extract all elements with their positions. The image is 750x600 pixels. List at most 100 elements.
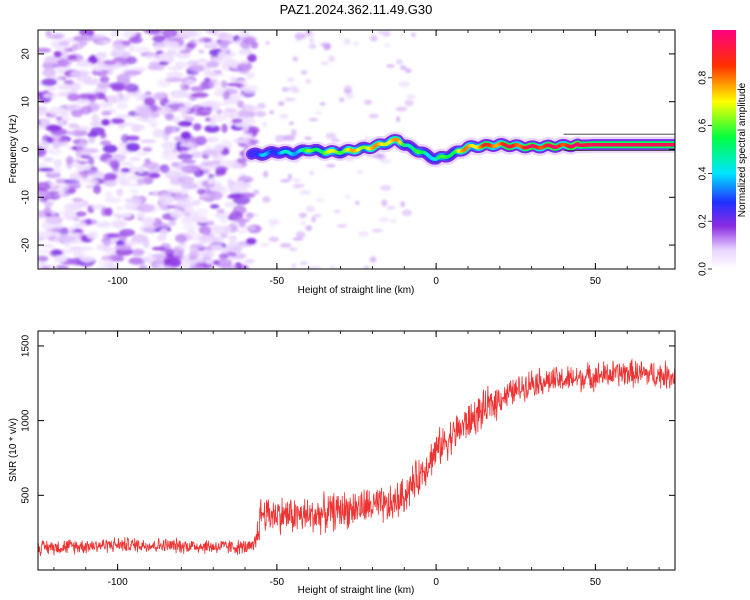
noise-blob (46, 92, 58, 100)
noise-blob (384, 43, 391, 48)
noise-blob (59, 50, 69, 58)
noise-blob (381, 30, 391, 37)
noise-blob (180, 131, 192, 140)
noise-blob (75, 126, 90, 131)
noise-blob (217, 225, 232, 234)
noise-blob (119, 228, 136, 237)
noise-blob (210, 113, 228, 122)
noise-blob (125, 142, 140, 152)
noise-blob (111, 84, 125, 92)
noise-blob (131, 124, 142, 133)
noise-blob (328, 55, 335, 62)
noise-blob (162, 30, 178, 38)
noise-blob (280, 179, 290, 183)
noise-blob (234, 180, 246, 188)
noise-blob (193, 218, 211, 224)
noise-blob (55, 253, 68, 263)
noise-blob (38, 124, 47, 130)
noise-blob (289, 247, 294, 252)
noise-blob (157, 196, 174, 206)
noise-blob (148, 167, 160, 175)
noise-blob (319, 42, 332, 47)
noise-blob (284, 97, 296, 102)
snr-ylabel: SNR (10 * v/v) (8, 418, 19, 482)
noise-blob (205, 30, 219, 34)
colorbar-tick-label: 0.8 (698, 70, 709, 84)
noise-blob (182, 224, 199, 231)
noise-blob (253, 213, 259, 217)
noise-blob (71, 109, 84, 118)
noise-blob (298, 212, 307, 218)
noise-blob (152, 253, 167, 259)
noise-blob (200, 101, 213, 107)
noise-blob (308, 117, 319, 122)
noise-blob (38, 255, 49, 262)
noise-blob (103, 178, 117, 187)
noise-blob (109, 160, 120, 169)
noise-blob (45, 215, 63, 225)
noise-blob (99, 75, 110, 83)
noise-blob (325, 132, 337, 140)
noise-blob (124, 70, 142, 76)
noise-blob (406, 94, 416, 100)
noise-blob (236, 228, 247, 235)
noise-blob (268, 236, 279, 242)
noise-blob (353, 41, 359, 46)
noise-blob (218, 101, 230, 106)
noise-blob (395, 106, 408, 112)
noise-blob (165, 77, 184, 83)
noise-blob (218, 40, 229, 49)
snr-ytick-label: 1500 (21, 334, 32, 357)
noise-blob (217, 33, 234, 41)
noise-blob (80, 105, 93, 115)
noise-blob (168, 219, 177, 226)
snr-xtick-label: -50 (270, 577, 285, 588)
noise-blob (57, 68, 64, 75)
noise-blob (181, 159, 196, 164)
noise-blob (142, 147, 153, 152)
noise-blob (96, 40, 104, 45)
snr-xlabel: Height of straight line (km) (298, 585, 415, 596)
noise-blob (38, 167, 54, 172)
noise-blob (53, 140, 62, 148)
noise-blob (355, 201, 360, 205)
noise-blob (110, 49, 124, 58)
colorbar-tick-label: 0.4 (698, 166, 709, 180)
noise-blob (118, 213, 132, 219)
noise-blob (329, 264, 336, 269)
noise-blob (218, 253, 229, 259)
noise-blob (137, 166, 144, 173)
noise-blob (110, 30, 120, 38)
noise-blob (319, 102, 326, 106)
noise-blob (117, 144, 127, 153)
noise-blob (71, 197, 84, 203)
noise-blob (116, 73, 131, 82)
noise-blob (279, 243, 292, 248)
snr-xtick-label: 50 (590, 577, 602, 588)
noise-blob (235, 252, 246, 260)
noise-blob (188, 64, 205, 72)
noise-blob (224, 201, 236, 208)
noise-blob (127, 241, 143, 246)
noise-blob (160, 164, 170, 174)
noise-blob (263, 171, 269, 178)
noise-blob (160, 108, 167, 115)
noise-blob (308, 265, 316, 269)
noise-blob (166, 50, 175, 58)
noise-blob (269, 110, 274, 115)
noise-blob (245, 71, 255, 80)
noise-blob (183, 206, 195, 213)
noise-blob (130, 189, 139, 194)
noise-blob (44, 124, 62, 132)
noise-blob (135, 46, 150, 54)
noise-blob (183, 215, 194, 223)
noise-blob (210, 186, 226, 192)
noise-blob (123, 202, 135, 210)
noise-blob (245, 212, 254, 219)
noise-blob (94, 92, 106, 100)
colorbar-gradient (712, 30, 736, 269)
spectrogram-ytick-label: 20 (21, 48, 32, 60)
noise-blob (92, 33, 106, 39)
noise-blob (398, 81, 411, 87)
